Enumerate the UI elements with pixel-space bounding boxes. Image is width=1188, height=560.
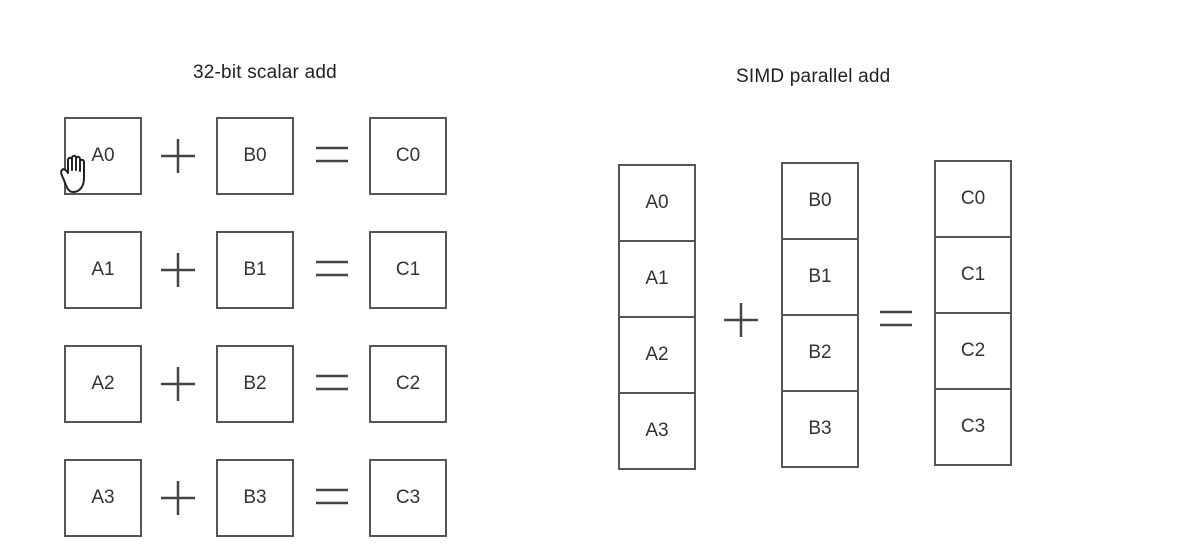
scalar-b1-box: B1 <box>216 231 294 309</box>
simd-a1-cell: A1 <box>618 240 696 318</box>
scalar-c1-box: C1 <box>369 231 447 309</box>
plus-icon <box>161 253 195 287</box>
simd-b1-cell: B1 <box>781 238 859 316</box>
scalar-b2-box: B2 <box>216 345 294 423</box>
equals-icon <box>316 260 348 277</box>
scalar-a1-box: A1 <box>64 231 142 309</box>
simd-b0-cell: B0 <box>781 162 859 240</box>
simd-title: SIMD parallel add <box>736 66 891 87</box>
simd-a2-cell: A2 <box>618 316 696 394</box>
equals-icon <box>316 374 348 391</box>
plus-icon <box>724 303 758 337</box>
simd-a0-cell: A0 <box>618 164 696 242</box>
simd-b2-cell: B2 <box>781 314 859 392</box>
simd-c1-cell: C1 <box>934 236 1012 314</box>
equals-icon <box>316 488 348 505</box>
simd-c2-cell: C2 <box>934 312 1012 390</box>
scalar-title: 32-bit scalar add <box>193 62 337 83</box>
simd-a3-cell: A3 <box>618 392 696 470</box>
hand-pointer-icon <box>60 154 85 193</box>
scalar-c2-box: C2 <box>369 345 447 423</box>
equals-icon <box>316 146 348 163</box>
simd-c0-cell: C0 <box>934 160 1012 238</box>
scalar-b0-box: B0 <box>216 117 294 195</box>
simd-c3-cell: C3 <box>934 388 1012 466</box>
scalar-c0-box: C0 <box>369 117 447 195</box>
plus-icon <box>161 481 195 515</box>
scalar-c3-box: C3 <box>369 459 447 537</box>
equals-icon <box>880 310 912 327</box>
scalar-a3-box: A3 <box>64 459 142 537</box>
simd-b3-cell: B3 <box>781 390 859 468</box>
scalar-b3-box: B3 <box>216 459 294 537</box>
plus-icon <box>161 367 195 401</box>
plus-icon <box>161 139 195 173</box>
scalar-a2-box: A2 <box>64 345 142 423</box>
